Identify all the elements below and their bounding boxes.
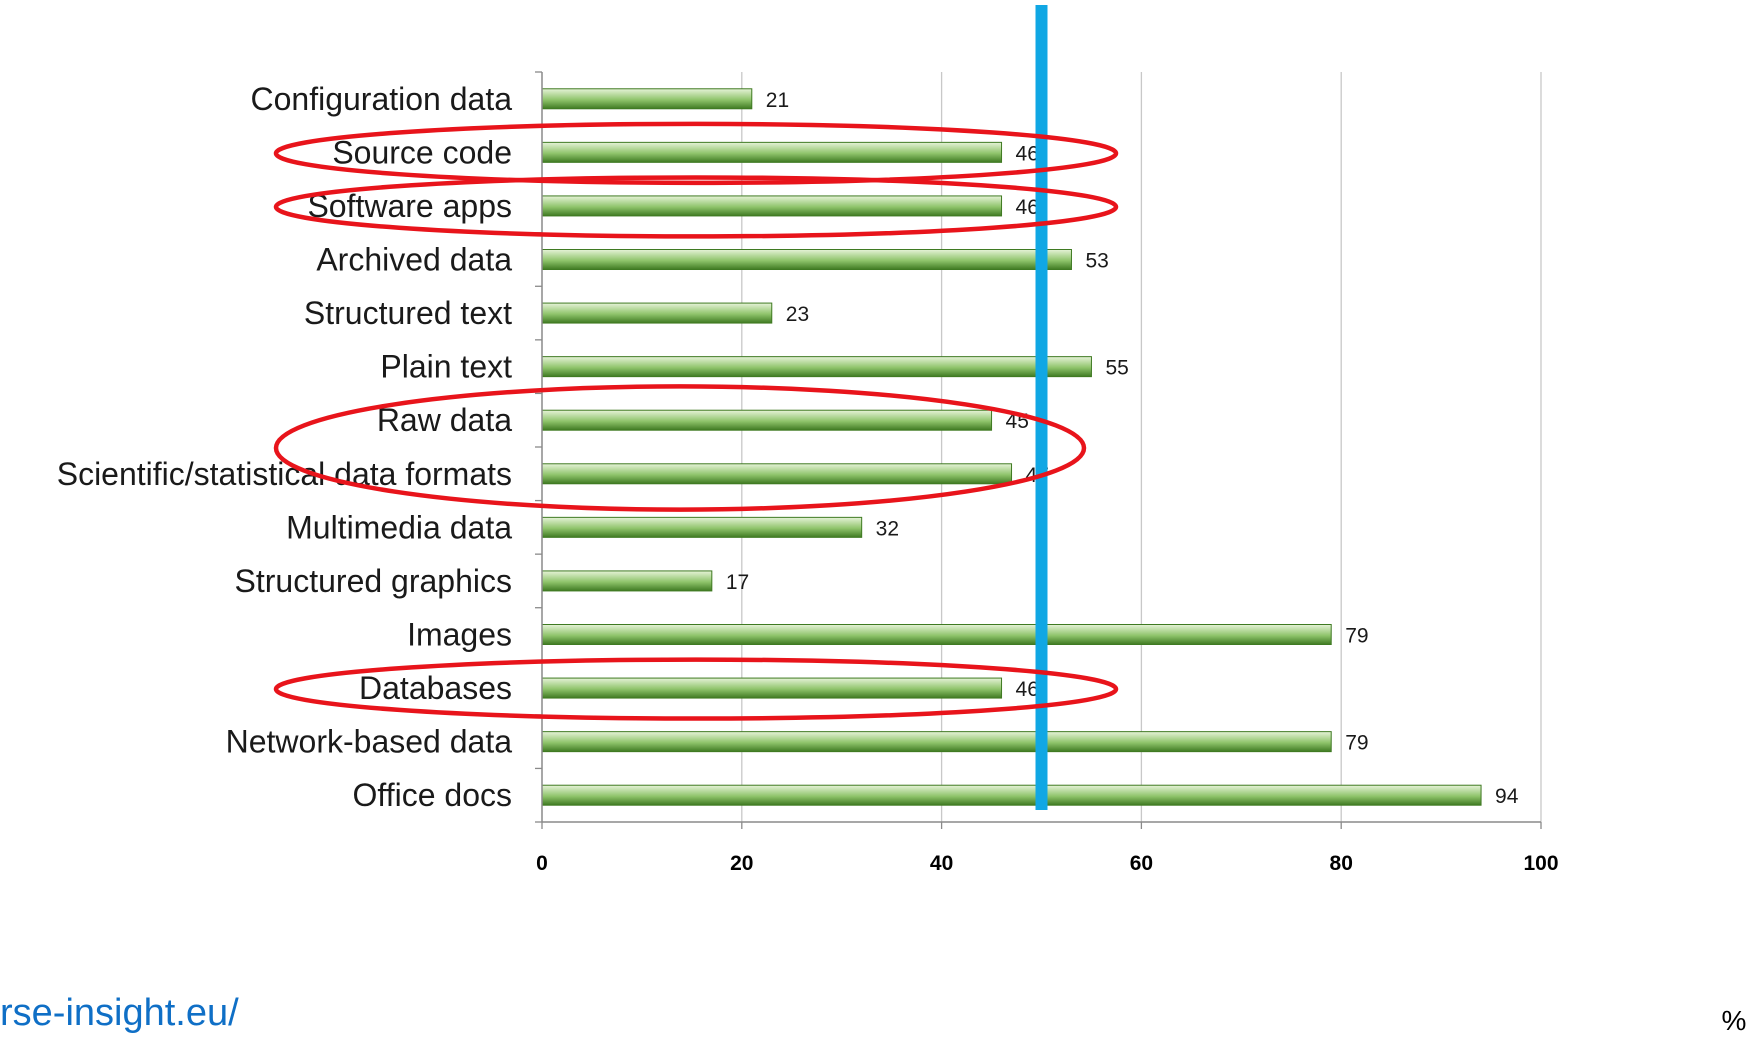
category-label: Images [407, 617, 512, 653]
bar-network-based-data [541, 731, 1332, 753]
axes [535, 71, 1542, 829]
value-label: 53 [1085, 250, 1108, 273]
category-label: Configuration data [250, 81, 512, 117]
value-label: 21 [766, 89, 789, 112]
value-label: 79 [1345, 625, 1368, 648]
bar-images [541, 624, 1332, 645]
grid-lines [741, 72, 1542, 822]
category-label: Structured text [304, 295, 512, 331]
bar-structured-graphics [541, 570, 713, 592]
value-label: 46 [1016, 196, 1039, 219]
bar-configuration-data [541, 88, 753, 110]
category-label: Source code [332, 134, 512, 170]
x-tick-label: 100 [1523, 852, 1558, 875]
x-axis-unit-label: % [1722, 1005, 1747, 1036]
highlight-ellipse [273, 657, 1119, 721]
bar-scientific-statistical-data-formats [541, 463, 1013, 485]
bar-plain-text [541, 356, 1092, 378]
bar-source-code [541, 141, 1003, 163]
highlight-ellipse [273, 175, 1119, 239]
value-label: 46 [1016, 678, 1039, 701]
x-tick-labels: 0 20 40 60 80 100 [536, 852, 1558, 875]
x-tick-label: 20 [730, 852, 753, 875]
bar-structured-text [541, 302, 773, 324]
x-tick-label: 60 [1130, 852, 1153, 875]
value-label: 32 [876, 517, 899, 540]
category-label: Network-based data [226, 724, 513, 760]
highlight-ellipses [273, 121, 1119, 721]
highlight-ellipse [273, 121, 1119, 186]
bar-raw-data [541, 409, 993, 431]
reference-line-50 [1035, 5, 1048, 810]
category-label: Multimedia data [286, 509, 512, 545]
bars [541, 88, 1482, 806]
bar-office-docs [541, 784, 1482, 806]
highlight-ellipse [273, 384, 1087, 512]
value-label: 17 [726, 571, 749, 594]
reference-line [1035, 5, 1048, 810]
x-tick-label: 40 [930, 852, 953, 875]
category-label: Archived data [316, 242, 512, 278]
category-label: Databases [359, 670, 512, 706]
category-label: Software apps [307, 188, 512, 224]
bar-archived-data [541, 249, 1072, 270]
x-tick-label: 0 [536, 852, 548, 875]
bar-multimedia-data [541, 516, 863, 538]
category-label: Office docs [353, 777, 512, 813]
bar-software-apps [541, 195, 1003, 217]
category-label: Plain text [380, 349, 512, 385]
x-tick-label: 80 [1330, 852, 1353, 875]
category-label: Structured graphics [235, 563, 512, 599]
value-label: 79 [1345, 732, 1368, 755]
value-label: 55 [1105, 357, 1128, 380]
value-label: 94 [1495, 785, 1519, 808]
category-label: Raw data [377, 402, 512, 438]
value-label: 23 [786, 303, 809, 326]
category-labels: Configuration data Source code Software ap… [57, 81, 512, 813]
value-label: 46 [1016, 142, 1039, 165]
source-url-link[interactable]: rse-insight.eu/ [0, 992, 239, 1034]
bar-databases [541, 677, 1003, 699]
